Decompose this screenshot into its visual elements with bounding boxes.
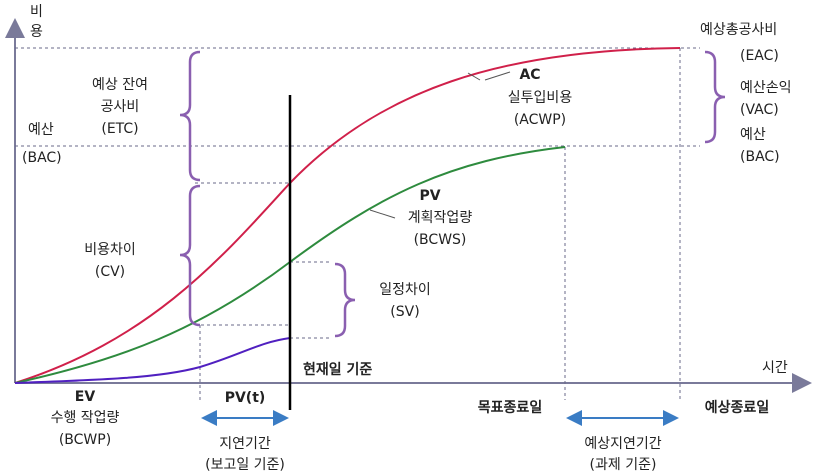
ac-label: 실투입비용 bbox=[508, 90, 573, 106]
pointer bbox=[369, 209, 396, 219]
cv-label: 비용차이 bbox=[84, 242, 136, 258]
sv-abbr: (SV) bbox=[390, 304, 419, 320]
guides bbox=[15, 47, 700, 400]
ac-abbr: (ACWP) bbox=[514, 112, 566, 128]
pvt-label: PV(t) bbox=[225, 390, 266, 406]
pv-abbr: (BCWS) bbox=[414, 232, 467, 248]
bac-label: 예산 bbox=[28, 122, 54, 138]
vac-brace bbox=[704, 50, 726, 144]
etc-abbr: (ETC) bbox=[101, 121, 138, 137]
y-label: 용 bbox=[30, 24, 43, 40]
x-label: 시간 bbox=[762, 360, 788, 376]
eac-abbr: (EAC) bbox=[740, 48, 779, 64]
ev-curve bbox=[14, 337, 291, 384]
sv-brace bbox=[334, 262, 356, 338]
cv-abbr: (CV) bbox=[95, 264, 125, 280]
cv-brace bbox=[179, 184, 201, 327]
bac-label: 예산 bbox=[740, 127, 766, 143]
delay-note: (보고일 기준) bbox=[205, 457, 285, 473]
bac-abbr: (BAC) bbox=[740, 149, 780, 165]
target-end: 목표종료일 bbox=[478, 400, 542, 416]
pv-name: PV bbox=[419, 188, 440, 204]
bac-abbr: (BAC) bbox=[22, 150, 62, 166]
ev-name: EV bbox=[75, 389, 96, 405]
etc-label: 예상 잔여 bbox=[92, 77, 148, 93]
ev-label: 수행 작업량 bbox=[51, 410, 120, 426]
status-date: 현재일 기준 bbox=[303, 362, 372, 378]
ac-name: AC bbox=[519, 67, 540, 83]
delay-label: 지연기간 bbox=[219, 436, 271, 452]
axes bbox=[4, 18, 812, 393]
eac-label: 예상총공사비 bbox=[700, 22, 777, 38]
pointer bbox=[467, 72, 481, 81]
pv-label: 계획작업량 bbox=[408, 210, 473, 226]
vac-label: 예산손익 bbox=[740, 80, 792, 96]
ev-abbr: (BCWP) bbox=[59, 432, 111, 448]
y-label: 비 bbox=[30, 4, 43, 20]
sv-label: 일정차이 bbox=[379, 282, 431, 298]
expected-delay-label: 예상지연기간 bbox=[584, 436, 661, 452]
pointer bbox=[484, 71, 511, 81]
etc-brace bbox=[179, 50, 201, 182]
vac-abbr: (VAC) bbox=[740, 102, 779, 118]
expected-delay-note: (과제 기준) bbox=[590, 457, 657, 473]
expected-end: 예상종료일 bbox=[705, 400, 769, 416]
etc-label: 공사비 bbox=[101, 99, 140, 115]
